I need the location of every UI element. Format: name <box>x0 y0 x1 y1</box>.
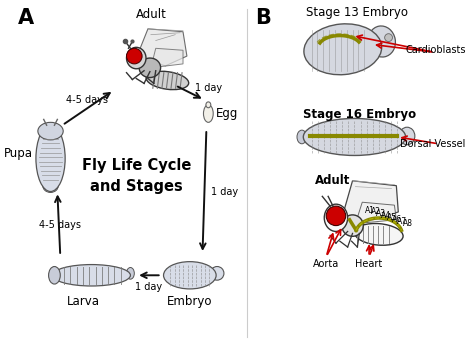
Ellipse shape <box>210 266 224 280</box>
Text: Adult: Adult <box>315 174 351 187</box>
Ellipse shape <box>38 122 63 140</box>
Text: Aorta: Aorta <box>313 259 339 269</box>
Ellipse shape <box>399 127 415 145</box>
Text: 1 day: 1 day <box>195 83 222 93</box>
Polygon shape <box>356 202 396 224</box>
Circle shape <box>127 48 142 64</box>
Text: A4: A4 <box>381 211 392 220</box>
Text: 1 day: 1 day <box>136 282 163 292</box>
Text: A1: A1 <box>365 206 375 215</box>
Ellipse shape <box>342 215 363 236</box>
Ellipse shape <box>139 58 161 78</box>
Text: 4-5 days: 4-5 days <box>39 220 81 230</box>
Polygon shape <box>136 29 187 66</box>
Ellipse shape <box>324 204 347 231</box>
Text: Egg: Egg <box>216 107 238 120</box>
Text: A7: A7 <box>397 217 408 226</box>
Polygon shape <box>151 48 183 68</box>
Text: Fly Life Cycle
and Stages: Fly Life Cycle and Stages <box>82 158 191 194</box>
Text: 4-5 days: 4-5 days <box>66 95 108 105</box>
Text: Cardioblasts: Cardioblasts <box>405 45 465 55</box>
Text: Adult: Adult <box>136 8 166 21</box>
Text: Stage 13 Embryo: Stage 13 Embryo <box>306 7 409 19</box>
Ellipse shape <box>36 125 65 191</box>
Ellipse shape <box>146 71 189 90</box>
Text: A: A <box>18 8 35 28</box>
Ellipse shape <box>43 179 58 192</box>
Ellipse shape <box>368 26 395 57</box>
Text: A8: A8 <box>403 219 413 228</box>
Text: A3: A3 <box>376 209 386 218</box>
Text: A5: A5 <box>387 213 397 222</box>
Ellipse shape <box>203 105 213 122</box>
Text: Stage 16 Embryo: Stage 16 Embryo <box>303 108 416 121</box>
Polygon shape <box>343 181 398 222</box>
Text: A6: A6 <box>392 215 402 224</box>
Ellipse shape <box>164 262 216 289</box>
Text: Heart: Heart <box>356 259 383 269</box>
Ellipse shape <box>49 266 60 284</box>
Text: Dorsal Vessel: Dorsal Vessel <box>400 139 465 149</box>
Ellipse shape <box>53 265 130 286</box>
Ellipse shape <box>206 102 211 108</box>
Ellipse shape <box>127 47 146 69</box>
Text: B: B <box>255 8 271 28</box>
Text: Embryo: Embryo <box>167 295 212 308</box>
Text: 1 day: 1 day <box>211 186 238 197</box>
Circle shape <box>326 206 346 226</box>
Circle shape <box>385 34 392 42</box>
Ellipse shape <box>304 24 382 75</box>
Text: A2: A2 <box>371 208 381 217</box>
Ellipse shape <box>297 130 307 144</box>
Ellipse shape <box>127 267 134 279</box>
Text: Pupa: Pupa <box>4 147 33 160</box>
Ellipse shape <box>303 118 406 155</box>
Text: Larva: Larva <box>67 295 100 308</box>
Ellipse shape <box>355 224 403 245</box>
